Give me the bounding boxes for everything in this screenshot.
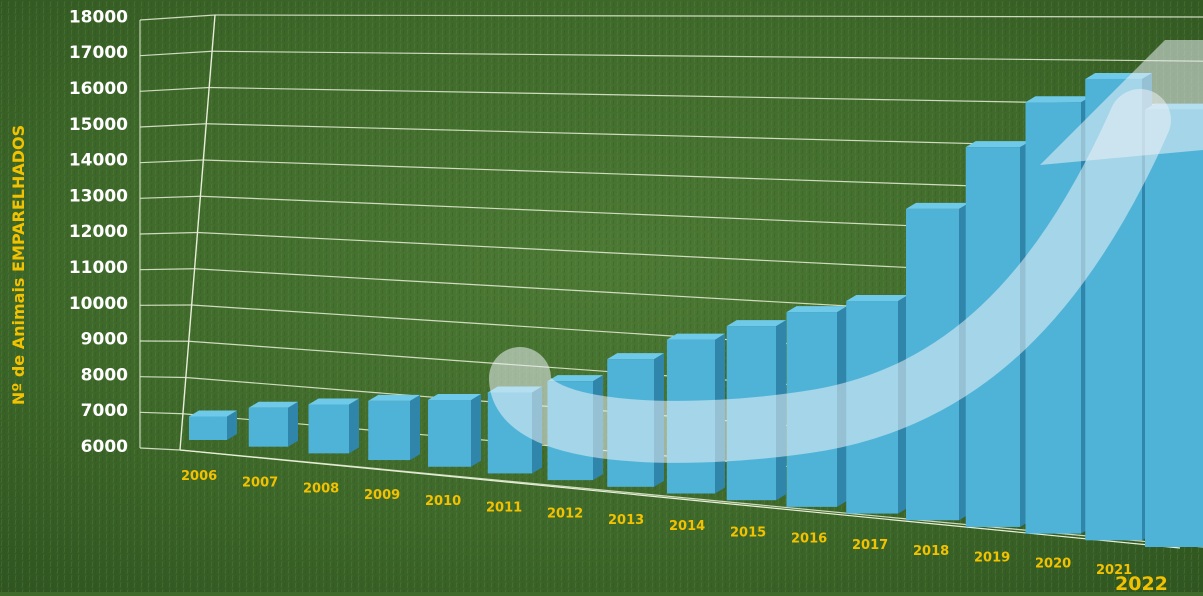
bar-side: [471, 394, 481, 467]
x-tick-label: 2007: [242, 475, 278, 490]
bar-top: [846, 295, 908, 301]
bar-top: [1026, 96, 1092, 102]
y-tick-label: 12000: [69, 222, 128, 242]
bar-side: [288, 402, 298, 447]
bar: [1145, 104, 1203, 547]
bar-side: [410, 395, 420, 460]
y-tick-label: 14000: [69, 151, 128, 171]
y-tick-label: 17000: [69, 43, 128, 63]
bar-top: [966, 141, 1030, 147]
x-tick-label: 2018: [913, 544, 949, 559]
x-tick-label: 2008: [303, 482, 339, 497]
x-tick-label: 2017: [852, 538, 888, 553]
bar-top: [906, 203, 969, 209]
bar-top: [727, 320, 786, 326]
bar: [189, 411, 237, 440]
x-tick-label: 2022: [1115, 573, 1168, 592]
y-tick-label: 15000: [69, 115, 128, 135]
x-tick-label: 2009: [364, 488, 400, 503]
bar-top: [667, 334, 725, 340]
y-tick-label: 10000: [69, 294, 128, 314]
bar: [428, 394, 481, 467]
y-tick-label: 18000: [69, 7, 128, 27]
bar-top: [787, 306, 848, 312]
y-tick-label: 7000: [81, 401, 128, 421]
bar-front: [249, 408, 288, 447]
x-tick-label: 2015: [730, 525, 766, 540]
bar-front: [428, 400, 471, 467]
bar-top: [607, 353, 664, 359]
y-axis-label: Nº de Animais EMPARELHADOS: [9, 125, 28, 405]
x-tick-label: 2020: [1035, 557, 1071, 572]
x-tick-label: 2006: [181, 469, 217, 484]
bar-front: [189, 417, 227, 440]
y-tick-label: 9000: [81, 330, 128, 350]
grid-side-line: [140, 377, 186, 378]
x-tick-label: 2014: [669, 519, 705, 534]
bar: [309, 398, 360, 453]
x-tick-label: 2011: [486, 500, 522, 515]
bar-side: [349, 398, 359, 453]
y-tick-label: 8000: [81, 365, 128, 385]
y-tick-label: 6000: [81, 437, 128, 457]
bar-front: [1145, 110, 1203, 547]
bar-front: [309, 404, 350, 453]
x-tick-label: 2016: [791, 532, 827, 547]
x-tick-label: 2012: [547, 507, 583, 522]
y-tick-label: 16000: [69, 79, 128, 99]
x-tick-label: 2013: [608, 513, 644, 528]
bar-front: [368, 401, 410, 460]
x-tick-label: 2019: [974, 550, 1010, 565]
x-tick-label: 2010: [425, 494, 461, 509]
bar: [368, 395, 420, 460]
y-tick-label: 11000: [69, 258, 128, 278]
y-tick-label: 13000: [69, 186, 128, 206]
bar: [249, 402, 298, 447]
